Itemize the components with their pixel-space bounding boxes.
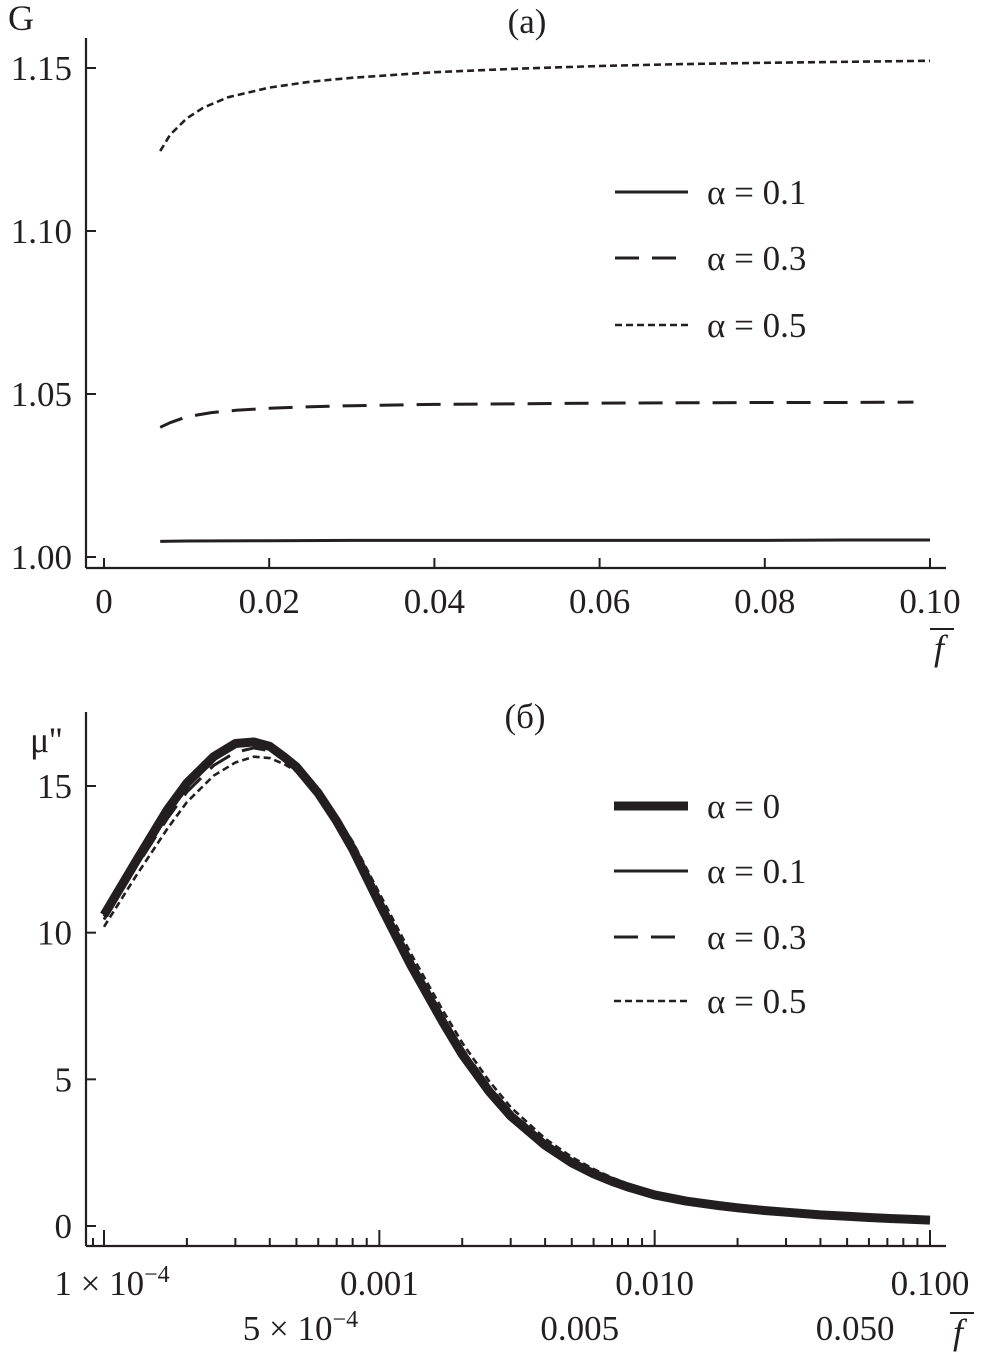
panel-a-series-line	[159, 400, 914, 429]
panel-b-x-secondary-tick-label-mantissa: 0.005	[540, 1309, 619, 1348]
panel-b-x-tick-label-exponent: −4	[144, 1262, 170, 1288]
panel-a-x-tick-label: 0	[95, 582, 113, 621]
panel-a-legend-entry-label: α = 0.1	[707, 173, 806, 212]
panel-b-y-tick-label: 5	[55, 1060, 73, 1099]
panel-b-y-tick-label: 15	[37, 767, 72, 806]
panel-a-y-tick-label: 1.00	[11, 538, 72, 577]
panel-b-legend-entry-label: α = 0.1	[707, 852, 806, 891]
panel-b-x-secondary-tick-label-mantissa: 0.050	[816, 1309, 895, 1348]
panel-a-series-line	[159, 59, 931, 152]
panel-a-label: (a)	[508, 2, 547, 41]
panel-a-x-tick-label: 0.08	[734, 582, 795, 621]
panel-b-x-tick-label-mantissa: 0.010	[615, 1264, 694, 1303]
panel-b-x-axis-title: f	[953, 1312, 968, 1352]
panel-a-series-line	[160, 538, 930, 543]
panel-b-x-secondary-tick-label: 0.005	[540, 1309, 619, 1348]
panel-b-x-tick-label: 0.100	[891, 1264, 970, 1303]
panel-b-x-tick-label-mantissa: 1 × 10	[54, 1264, 144, 1303]
panel-b-x-secondary-tick-label: 0.050	[816, 1309, 895, 1348]
panel-b-y-tick-label: 0	[55, 1207, 73, 1246]
panel-b-legend-entry-label: α = 0.5	[707, 982, 806, 1021]
panel-b-series-line	[102, 742, 931, 1222]
panel-b-x-tick-label: 0.010	[615, 1264, 694, 1303]
panel-a-y-tick-label: 1.05	[11, 375, 72, 414]
panel-b-x-tick-label-mantissa: 0.001	[340, 1264, 419, 1303]
panel-a-legend-entry-label: α = 0.3	[707, 239, 806, 278]
panel-b-x-secondary-tick-label: 5 × 10−4	[243, 1307, 358, 1348]
panel-b-x-secondary-tick-label-mantissa: 5 × 10	[243, 1309, 333, 1348]
panel-b-series-line	[102, 746, 931, 1222]
panel-a-y-axis-title: G	[8, 0, 34, 38]
panel-b-label: (б)	[504, 697, 545, 736]
panel-a-y-tick-label: 1.15	[11, 49, 72, 88]
panel-a-x-tick-label: 0.06	[569, 582, 630, 621]
panel-b-legend-entry-label: α = 0.3	[707, 918, 806, 957]
chart-panel-a: 0 0.02 0.04 0.06 0.08 0.10 1.00 1.05 1.10 1.15 G (a…	[8, 0, 961, 668]
panel-a-legend-entry-label: α = 0.5	[707, 306, 806, 345]
panel-b-x-tick-label: 1 × 10−4	[54, 1262, 169, 1303]
panel-a-x-tick-label: 0.04	[404, 582, 465, 621]
panel-b-x-secondary-tick-label-exponent: −4	[333, 1307, 359, 1333]
panel-b-legend-entry-label: α = 0	[707, 787, 780, 826]
panel-b-x-tick-label: 0.001	[340, 1264, 419, 1303]
panel-a-x-tick-label: 0.02	[239, 582, 300, 621]
panel-b-y-tick-label: 10	[37, 914, 72, 953]
panel-b-x-tick-label-mantissa: 0.100	[891, 1264, 970, 1303]
panel-a-x-tick-label: 0.10	[899, 582, 960, 621]
panel-a-x-axis-title: f	[934, 628, 949, 668]
panel-b-y-axis-title: μ''	[30, 720, 62, 760]
panel-a-y-tick-label: 1.10	[11, 212, 72, 251]
panel-b-series-line	[102, 755, 931, 1222]
